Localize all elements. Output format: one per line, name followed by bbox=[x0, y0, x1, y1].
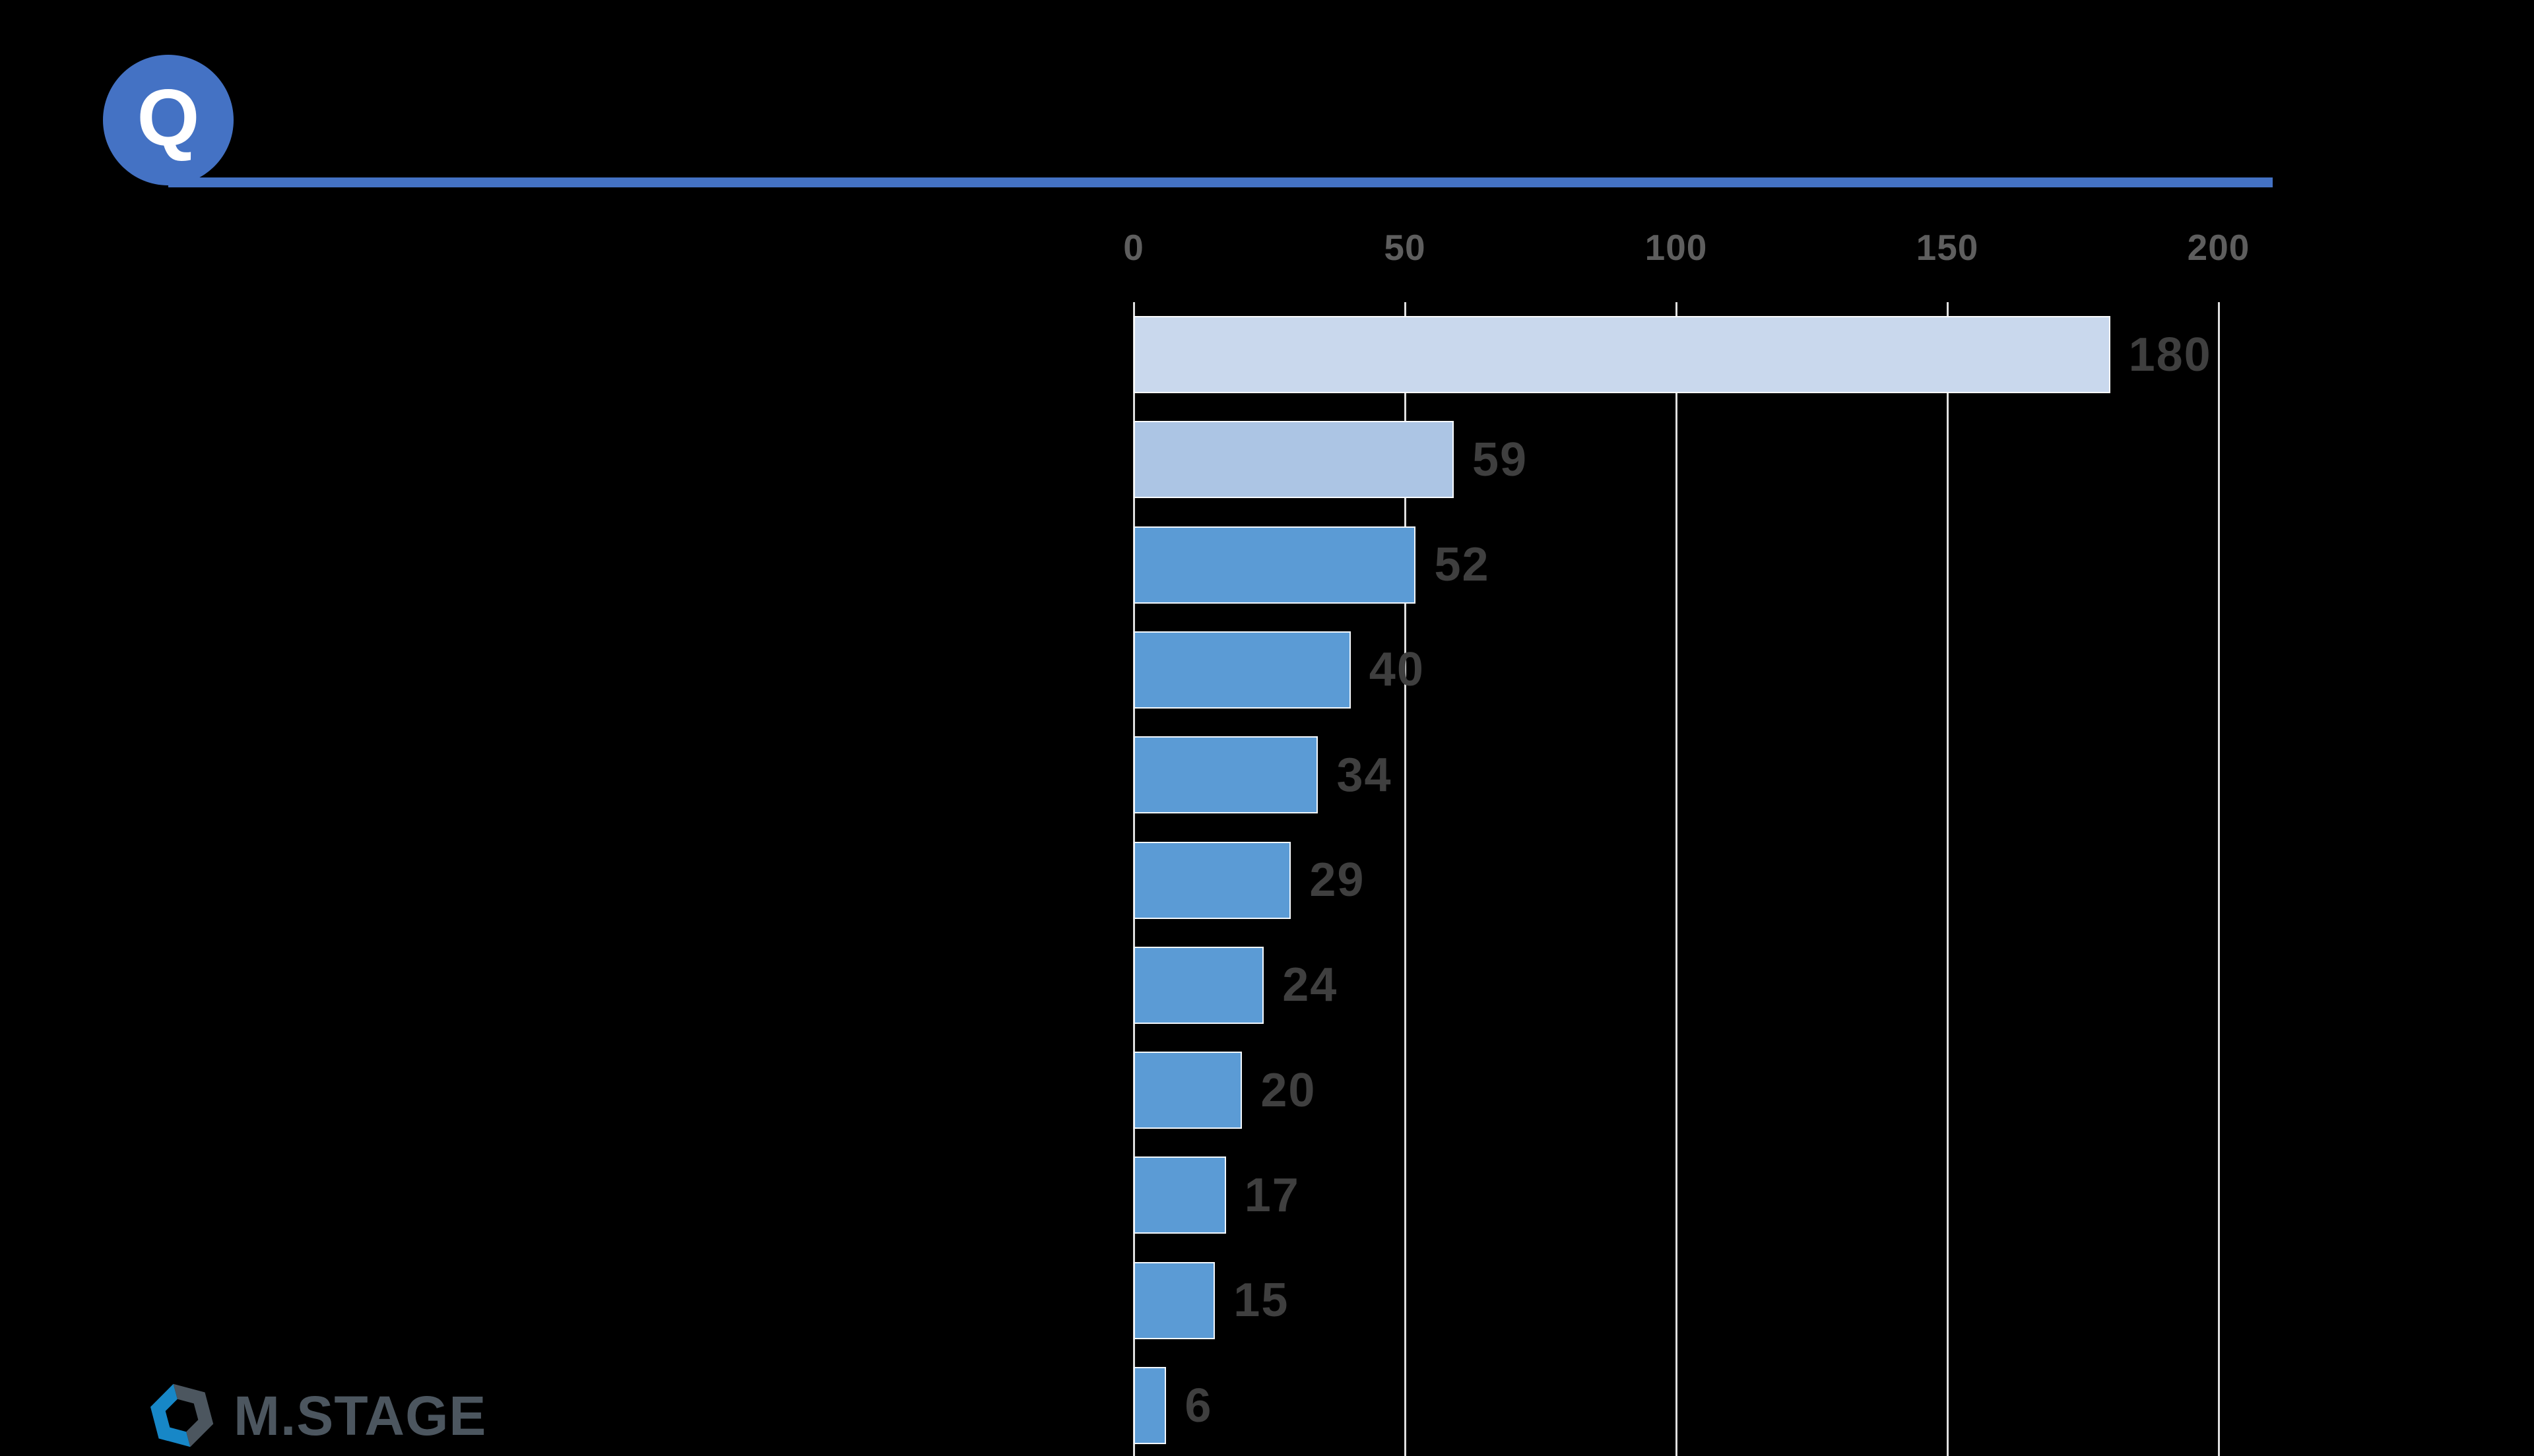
bar-value-label: 52 bbox=[1434, 538, 1490, 592]
header-divider-line bbox=[168, 177, 2273, 187]
bar bbox=[1134, 1367, 1167, 1444]
chart-gridline bbox=[1404, 302, 1406, 1456]
x-axis-tick-label: 0 bbox=[1123, 227, 1144, 268]
bar-value-label: 15 bbox=[1233, 1274, 1289, 1327]
mstage-logo-icon bbox=[150, 1383, 214, 1447]
bar bbox=[1134, 631, 1351, 709]
logo-text: M.STAGE bbox=[234, 1384, 487, 1447]
bar-value-label: 20 bbox=[1260, 1063, 1316, 1117]
bar-value-label: 6 bbox=[1185, 1379, 1213, 1432]
logo: M.STAGE bbox=[150, 1380, 486, 1451]
question-badge-letter: Q bbox=[137, 73, 200, 162]
bar-value-label: 24 bbox=[1282, 959, 1338, 1012]
bar-value-label: 17 bbox=[1244, 1168, 1300, 1222]
bar-value-label: 59 bbox=[1472, 433, 1528, 486]
bar bbox=[1134, 841, 1291, 919]
x-axis-tick-label: 100 bbox=[1644, 227, 1708, 268]
bar-value-label: 40 bbox=[1369, 643, 1425, 697]
x-axis-tick-label: 150 bbox=[1916, 227, 1979, 268]
chart-gridline bbox=[1675, 302, 1677, 1456]
bar bbox=[1134, 526, 1416, 604]
bar-value-label: 180 bbox=[2128, 328, 2212, 381]
question-badge: Q bbox=[103, 55, 234, 185]
bar-value-label: 34 bbox=[1336, 748, 1392, 802]
bar bbox=[1134, 316, 2110, 393]
bar bbox=[1134, 736, 1318, 814]
bar bbox=[1134, 1052, 1243, 1129]
bar bbox=[1134, 1261, 1216, 1339]
bar bbox=[1134, 421, 1454, 499]
bar bbox=[1134, 1156, 1226, 1234]
bar bbox=[1134, 946, 1264, 1024]
x-axis-tick-label: 200 bbox=[2187, 227, 2250, 268]
chart-gridline bbox=[2217, 302, 2220, 1456]
x-axis-tick-label: 50 bbox=[1384, 227, 1426, 268]
bar-value-label: 29 bbox=[1309, 854, 1365, 906]
chart-gridline bbox=[1946, 302, 1949, 1456]
